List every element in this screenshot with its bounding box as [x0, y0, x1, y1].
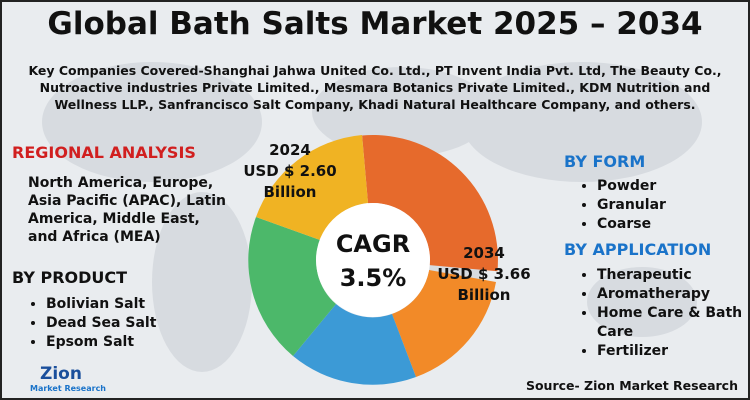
list-item: Dead Sea Salt	[46, 314, 156, 333]
heading: BY FORM	[564, 152, 646, 171]
list-item: Coarse	[597, 215, 666, 234]
list-item: Epsom Salt	[46, 333, 156, 352]
text: 2024	[269, 141, 311, 159]
list: TherapeuticAromatherapyHome Care & Bath …	[579, 266, 748, 361]
source: Source- Zion Market Research	[525, 378, 738, 393]
logo: Zion	[40, 364, 82, 384]
companies: Key Companies Covered-Shanghai Jahwa Uni…	[28, 63, 722, 112]
logo-sub: Market Research	[30, 384, 106, 393]
list-item: Home Care & Bath Care	[597, 304, 748, 342]
end-label: 2034 USD $ 3.66 Billion	[414, 243, 554, 306]
regions: North America, Europe, Asia Pacific (APA…	[28, 175, 227, 245]
list: PowderGranularCoarse	[579, 177, 666, 234]
text: USD $ 2.60	[243, 162, 337, 180]
list-item: Fertilizer	[597, 342, 748, 361]
heading: REGIONAL ANALYSIS	[12, 143, 196, 162]
start-label: 2024 USD $ 2.60 Billion	[220, 140, 360, 203]
text: 2034	[463, 244, 505, 262]
list-item: Aromatherapy	[597, 285, 748, 304]
cagr-value: 3.5%	[339, 264, 407, 292]
list-item: Therapeutic	[597, 266, 748, 285]
heading: BY PRODUCT	[12, 268, 128, 287]
list: Bolivian SaltDead Sea SaltEpsom Salt	[28, 295, 156, 352]
donut	[248, 135, 498, 385]
cagr-label: CAGR	[335, 230, 411, 258]
list-item: Bolivian Salt	[46, 295, 156, 314]
title: Global Bath Salts Market 2025 – 2034	[47, 6, 703, 42]
text: Billion	[263, 183, 317, 201]
text: USD $ 3.66	[437, 265, 531, 283]
heading: BY APPLICATION	[564, 240, 712, 259]
list-item: Powder	[597, 177, 666, 196]
list-item: Granular	[597, 196, 666, 215]
text: Billion	[457, 286, 511, 304]
